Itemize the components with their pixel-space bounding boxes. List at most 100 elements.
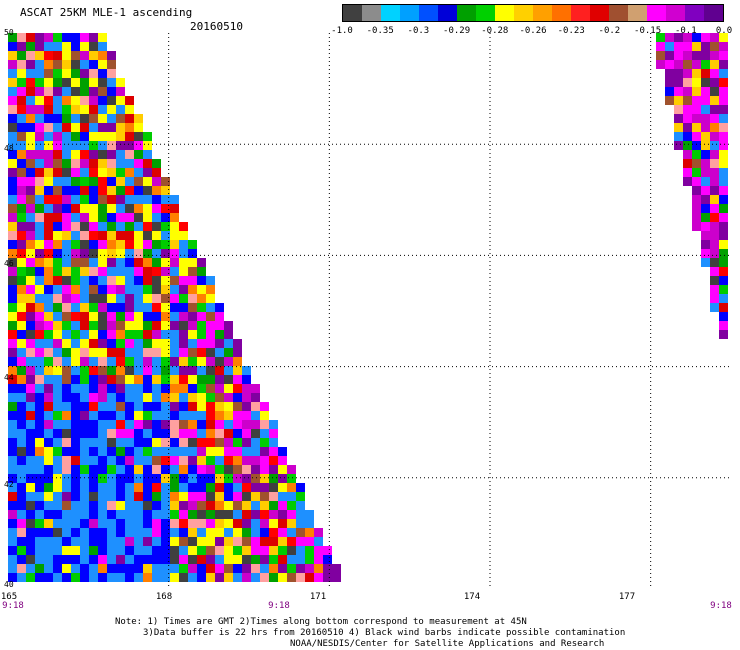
swath-cell [233,456,242,465]
color-scale-label: -0.1 [674,26,697,36]
swath-cell [188,429,197,438]
swath-cell [26,438,35,447]
swath-cell [161,384,170,393]
swath-cell [44,303,53,312]
swath-cell [692,141,701,150]
swath-cell [224,510,233,519]
color-scale-swatch [609,5,628,21]
swath-cell [80,429,89,438]
swath-cell [692,213,701,222]
swath-cell [170,438,179,447]
swath-cell [170,429,179,438]
swath-cell [44,69,53,78]
swath-cell [116,159,125,168]
swath-cell [80,78,89,87]
swath-cell [719,195,728,204]
swath-cell [170,519,179,528]
swath-cell [170,375,179,384]
swath-cell [89,519,98,528]
swath-cell [53,447,62,456]
swath-cell [170,348,179,357]
swath-cell [674,42,683,51]
swath-cell [53,141,62,150]
swath-cell [26,213,35,222]
swath-cell [188,312,197,321]
swath-cell [161,402,170,411]
swath-cell [125,564,134,573]
swath-cell [152,438,161,447]
swath-cell [71,573,80,582]
swath-cell [215,456,224,465]
swath-cell [35,474,44,483]
swath-cell [107,294,116,303]
swath-cell [26,42,35,51]
swath-cell [188,483,197,492]
swath-cell [215,573,224,582]
swath-cell [71,231,80,240]
swath-cell [179,321,188,330]
swath-cell [188,528,197,537]
swath-cell [35,132,44,141]
swath-cell [152,249,161,258]
swath-cell [161,303,170,312]
swath-cell [710,60,719,69]
swath-cell [260,420,269,429]
swath-cell [125,483,134,492]
swath-cell [71,537,80,546]
swath-cell [701,96,710,105]
swath-cell [188,330,197,339]
color-scale-label: -0.29 [443,26,471,36]
swath-cell [143,177,152,186]
swath-cell [53,537,62,546]
swath-cell [188,240,197,249]
swath-cell [71,222,80,231]
swath-cell [701,51,710,60]
swath-cell [107,78,116,87]
swath-cell [35,510,44,519]
swath-cell [296,573,305,582]
color-scale-swatch [514,5,533,21]
swath-cell [8,330,17,339]
swath-cell [98,330,107,339]
swath-cell [35,375,44,384]
swath-cell [710,42,719,51]
swath-cell [89,78,98,87]
swath-cell [107,177,116,186]
swath-cell [62,240,71,249]
swath-cell [35,204,44,213]
swath-cell [125,420,134,429]
color-scale-swatch [666,5,685,21]
swath-cell [269,456,278,465]
swath-cell [80,375,89,384]
swath-cell [71,51,80,60]
color-scale-swatch [438,5,457,21]
swath-cell [35,420,44,429]
swath-cell [233,393,242,402]
color-scale-label: 0.0 [715,26,733,36]
swath-cell [161,186,170,195]
swath-cell [260,429,269,438]
swath-cell [71,150,80,159]
swath-cell [80,474,89,483]
swath-cell [98,429,107,438]
swath-cell [8,456,17,465]
swath-cell [71,96,80,105]
swath-cell [62,483,71,492]
swath-cell [80,456,89,465]
swath-cell [224,420,233,429]
swath-cell [89,168,98,177]
swath-cell [107,366,116,375]
swath-cell [89,294,98,303]
swath-cell [107,510,116,519]
swath-cell [206,447,215,456]
swath-cell [188,411,197,420]
swath-cell [116,312,125,321]
swath-cell [269,555,278,564]
swath-cell [44,141,53,150]
swath-cell [98,402,107,411]
swath-cell [107,447,116,456]
swath-cell [179,222,188,231]
swath-cell [197,528,206,537]
swath-cell [107,537,116,546]
swath-cell [116,384,125,393]
